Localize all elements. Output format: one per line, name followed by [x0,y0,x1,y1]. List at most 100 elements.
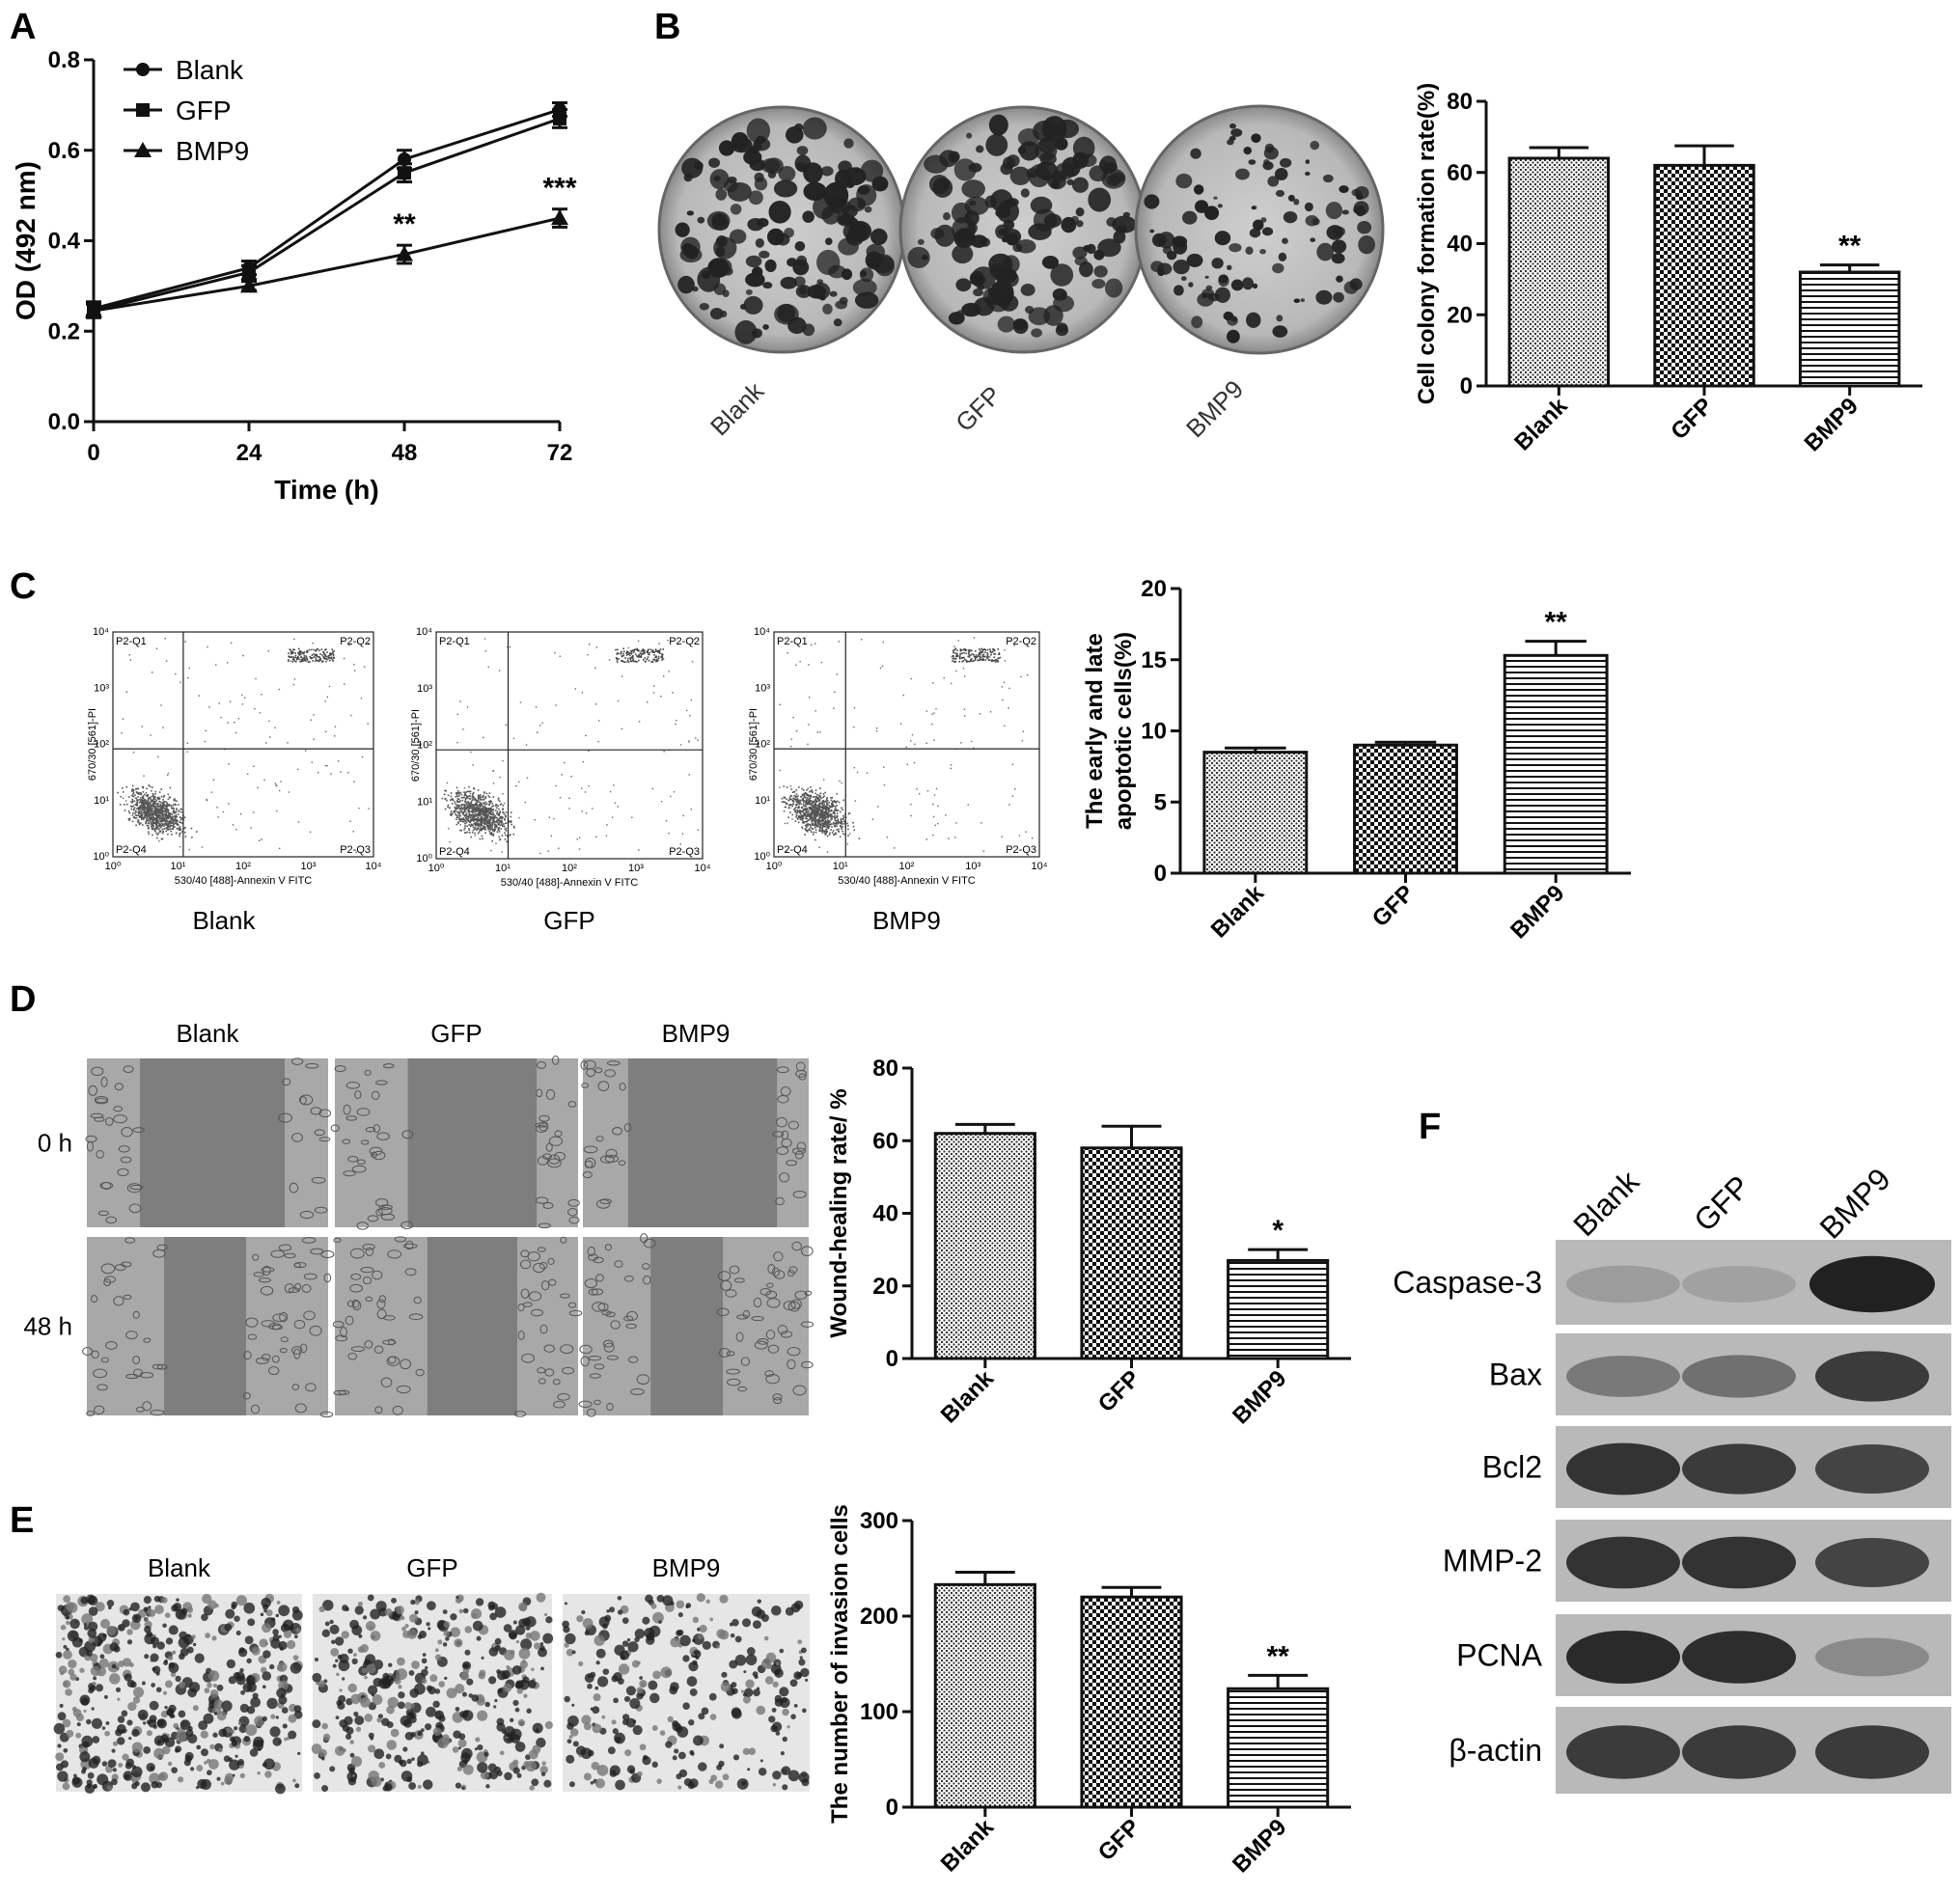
event-dot [195,831,198,833]
event-dot [131,802,133,804]
event-dot [502,759,504,762]
cell [142,1401,152,1412]
event-dot [153,801,155,803]
decade-tick: 10⁴ [93,626,109,638]
event-dot [795,793,798,795]
invaded-cell [102,1633,107,1638]
event-dot [177,827,179,830]
event-dot [494,814,497,817]
event-dot [842,814,844,817]
event-dot [963,651,965,654]
event-dot [667,640,669,642]
event-dot [616,659,619,661]
event-dot [795,798,797,801]
event-dot [829,823,832,826]
event-dot [155,807,157,810]
event-dot [485,803,488,806]
event-dot [173,811,175,813]
event-dot [980,647,982,650]
event-dot [950,767,952,770]
event-dot [487,818,490,821]
event-dot [267,649,270,652]
event-dot [638,654,641,657]
event-dot [800,803,802,805]
cell [124,1237,136,1244]
cell [132,1356,141,1364]
event-dot [838,830,840,833]
event-dot [477,796,480,798]
event-dot [159,801,162,804]
event-dot [140,810,143,812]
event-dot [900,723,902,725]
colony [708,157,721,168]
event-dot [816,805,819,807]
cell [643,1238,656,1249]
colony [1272,325,1288,338]
event-dot [814,710,816,712]
event-dot [166,823,169,826]
event-dot [979,659,980,662]
event-dot [833,707,835,709]
event-dot [471,797,474,799]
event-dot [811,815,813,817]
event-dot [259,839,261,841]
event-dot [474,799,476,801]
colony [1325,202,1343,220]
cell [143,1337,152,1343]
event-dot [153,802,156,805]
cell [400,1359,412,1370]
event-dot [324,655,327,657]
event-dot [329,657,332,659]
cell [293,1348,301,1359]
event-dot [830,819,833,821]
event-dot [468,816,470,819]
event-dot [825,808,828,810]
cell [413,1296,422,1304]
event-dot [790,745,792,748]
event-dot [132,812,134,814]
cell [365,1127,376,1133]
colony [1043,213,1063,228]
event-dot [860,639,863,641]
event-dot [990,651,993,654]
cell [766,1282,774,1288]
colony [1333,291,1344,303]
invaded-cell [184,1751,194,1761]
event-dot [793,794,796,797]
colony [1078,153,1097,168]
colony [1079,261,1093,278]
event-dot [128,817,131,820]
event-dot [820,820,822,823]
event-dot [644,660,647,663]
event-dot [150,825,152,828]
event-dot [500,828,503,830]
event-dot [168,811,170,814]
event-dot [813,796,815,798]
event-dot [163,800,166,803]
event-dot [463,829,465,831]
event-dot [963,658,966,661]
event-dot [840,810,842,813]
event-dot [497,805,500,808]
event-dot [160,812,163,815]
event-dot [139,799,141,801]
colony [1287,194,1295,202]
flow-y-axis-title: 670/30 [561]-PI [87,708,98,781]
event-dot [293,678,296,680]
event-dot [651,661,654,663]
event-dot [490,827,492,830]
event-dot [130,794,133,797]
event-dot [316,655,318,658]
event-dot [820,661,823,664]
event-dot [155,827,158,830]
colony [1201,206,1208,212]
event-dot [141,806,143,808]
event-dot [450,799,452,801]
event-dot [991,659,993,661]
cell [604,1244,612,1251]
event-dot [491,805,494,808]
event-dot [492,796,495,798]
event-dot [148,814,151,817]
colony [854,291,879,309]
event-dot [235,829,237,831]
